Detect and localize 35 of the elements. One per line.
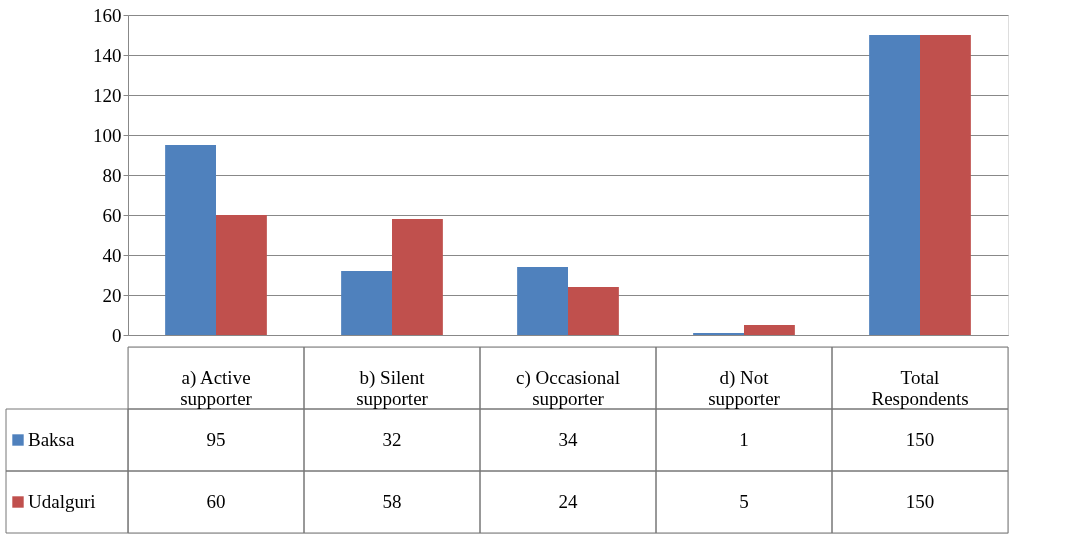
bar [165,145,216,335]
y-tick-label: 40 [102,244,122,266]
data-label: 150 [905,429,935,450]
legend-label: Udalguri [28,491,96,512]
data-label: 5 [739,491,749,512]
bar [744,325,795,335]
data-label: 58 [382,491,402,512]
bar [869,35,920,335]
data-label: 95 [206,429,226,450]
bar [341,271,392,335]
data-label: 32 [382,429,402,450]
bar [517,267,568,335]
y-tick-label: 80 [102,164,122,186]
data-label: 60 [206,491,226,512]
x-tick-label: d) Not supporter [708,367,781,409]
bar [216,215,267,335]
y-tick-label: 0 [112,324,122,346]
legend-label: Baksa [28,429,75,450]
x-tick-label: a) Active supporter [180,367,253,409]
y-tick-label: 20 [102,284,122,306]
data-label: 24 [558,491,578,512]
x-tick-label: c) Occasional supporter [516,367,620,409]
y-tick-label: 60 [102,204,122,226]
bar [392,219,443,335]
data-label: 150 [905,491,935,512]
bar [920,35,971,335]
y-tick-label: 160 [93,4,122,26]
y-tick-label: 140 [93,44,122,66]
bar [568,287,619,335]
x-tick-label: Total Respondents [871,367,969,409]
y-tick-label: 100 [93,124,122,146]
data-label: 1 [739,429,749,450]
x-tick-label: b) Silent supporter [356,367,429,409]
data-label: 34 [558,429,578,450]
y-tick-label: 120 [93,84,122,106]
